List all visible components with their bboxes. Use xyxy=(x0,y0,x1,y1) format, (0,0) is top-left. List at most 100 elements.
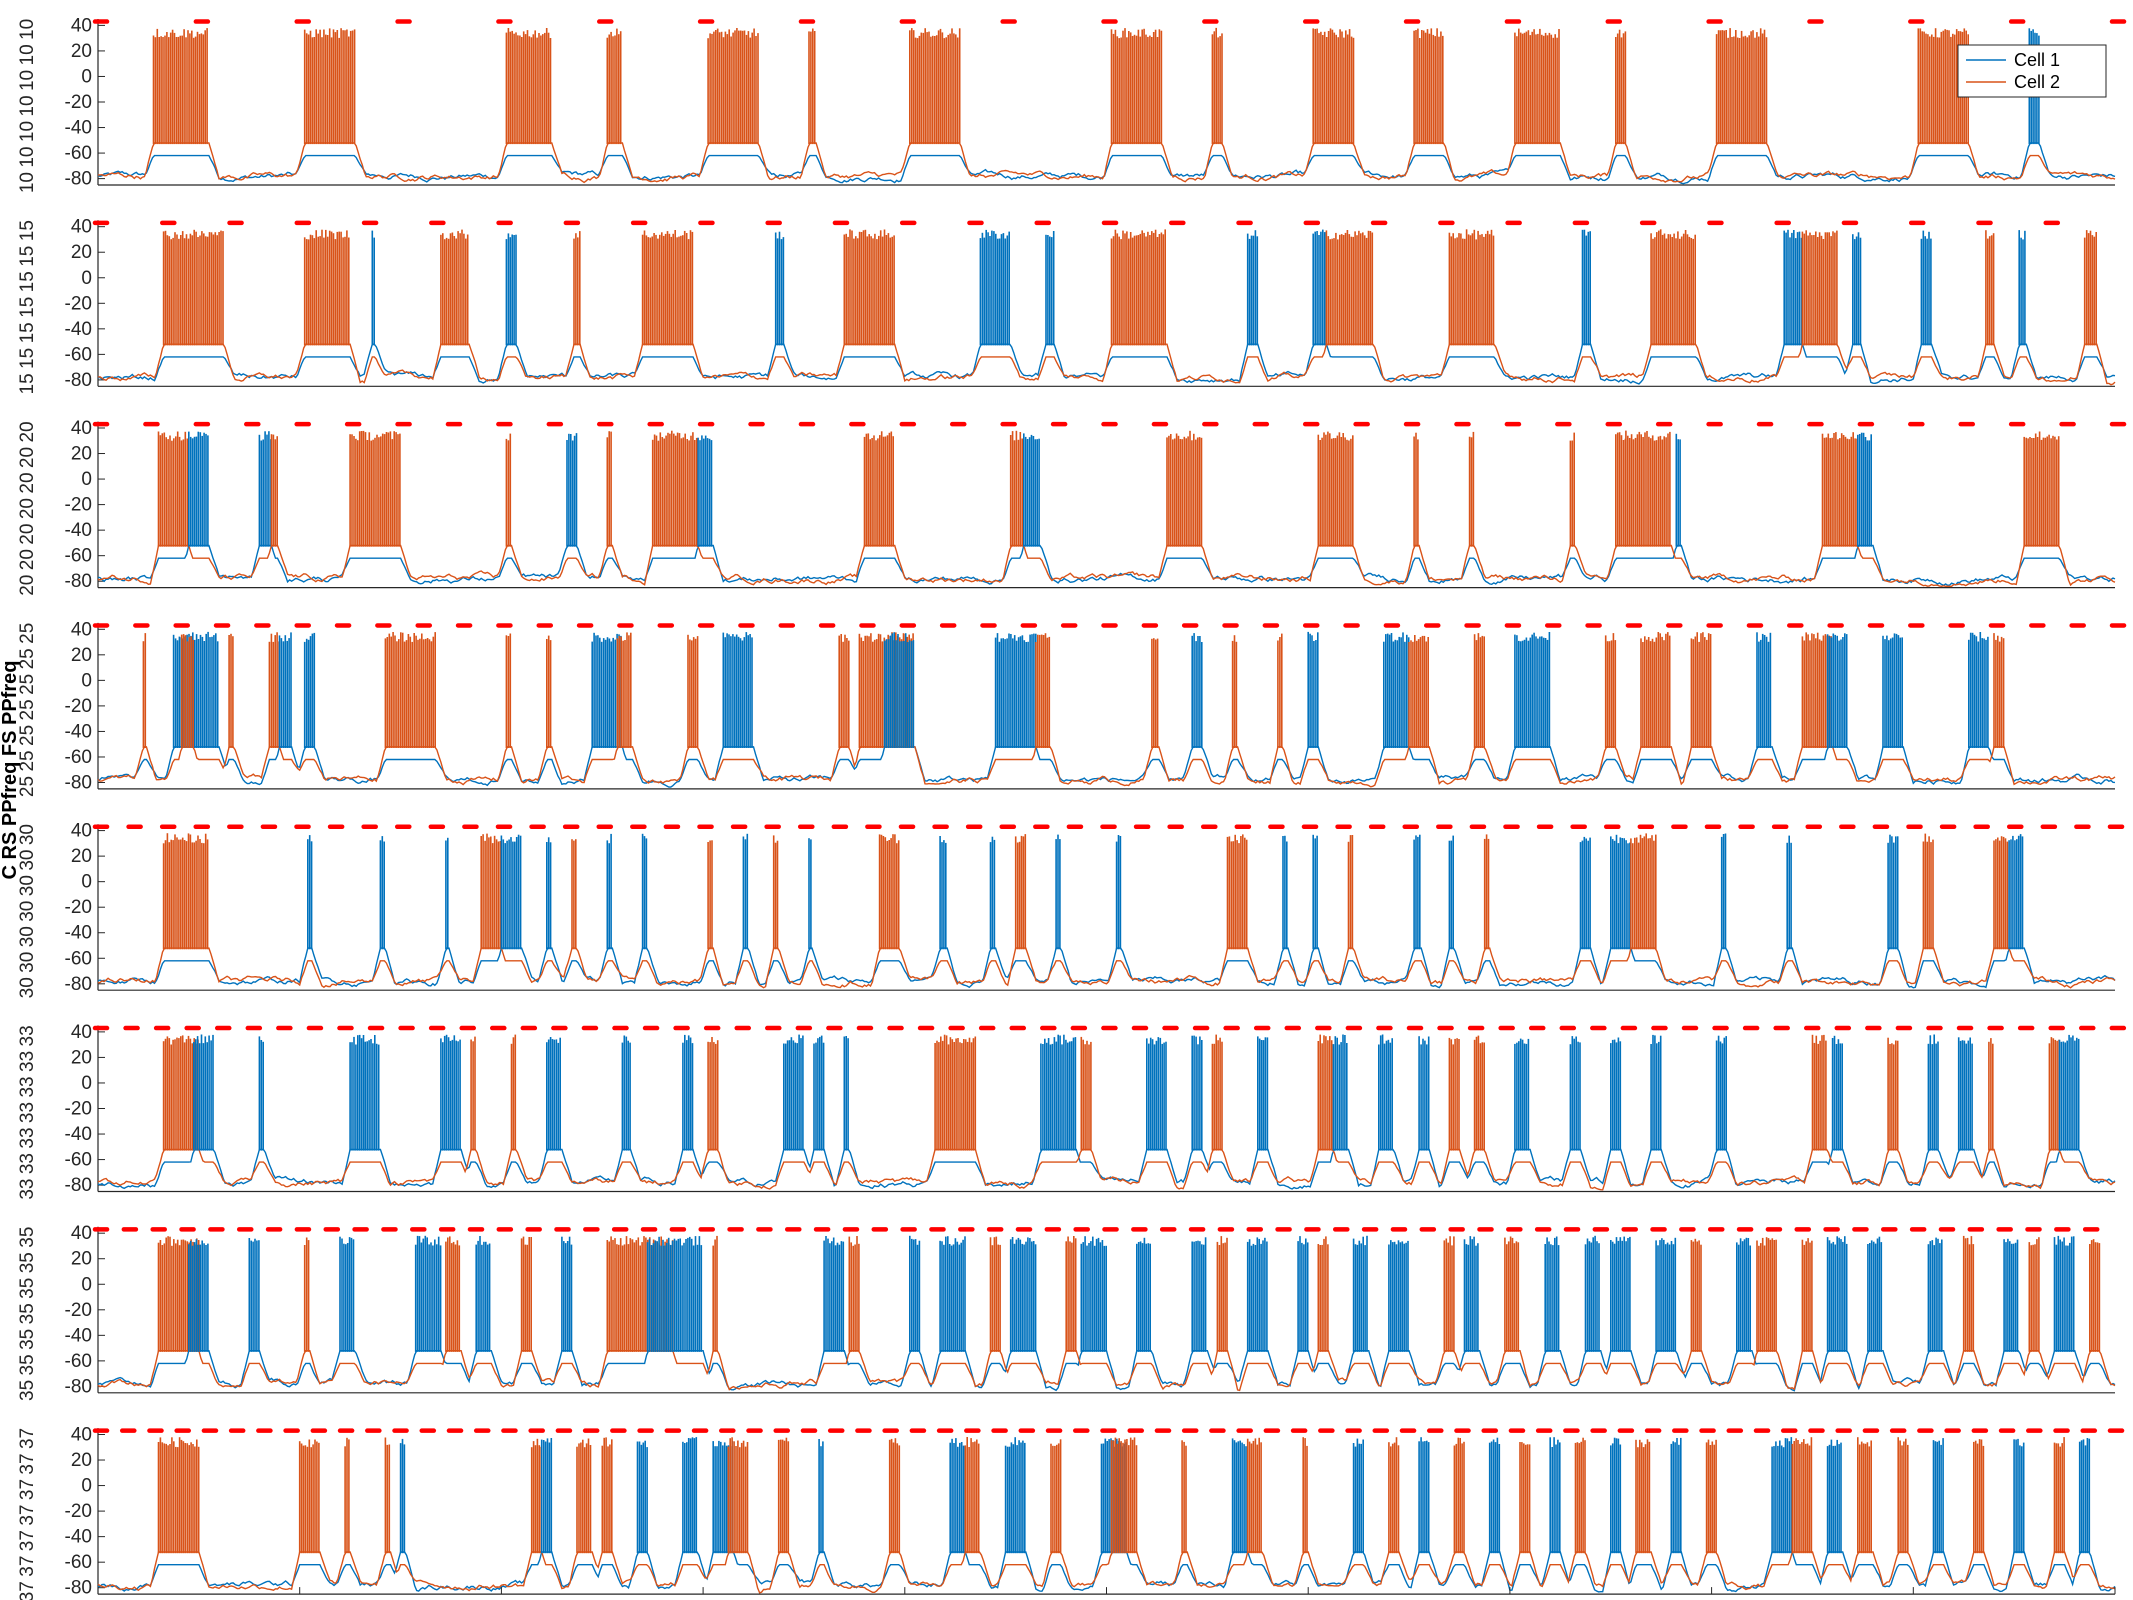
burst-cell-1 xyxy=(445,837,449,950)
y-tick-label: -40 xyxy=(65,520,92,541)
burst-cell-1 xyxy=(1055,834,1061,950)
y-tick-label: 40 xyxy=(71,1223,92,1244)
trace-cell-2-baseline xyxy=(97,343,2116,386)
y-tick-label: 40 xyxy=(71,821,92,842)
row-label: 33 xyxy=(17,1025,38,1046)
y-tick-label: -60 xyxy=(65,1351,92,1372)
y-tick-label: -60 xyxy=(65,143,92,164)
row-label: 37 xyxy=(17,1428,38,1449)
burst-cell-2 xyxy=(520,1236,533,1352)
row-label: 35 xyxy=(17,1380,38,1401)
burst-cell-1 xyxy=(1826,1439,1842,1554)
burst-cell-1 xyxy=(188,431,209,547)
burst-cell-2 xyxy=(228,633,234,748)
y-tick-label: 0 xyxy=(81,670,92,691)
burst-cell-2 xyxy=(1988,1038,1994,1151)
y-tick-label: 40 xyxy=(71,15,92,36)
burst-cell-2 xyxy=(384,632,437,748)
row-label: 37 xyxy=(17,1556,38,1577)
burst-cell-2 xyxy=(1448,1037,1460,1151)
burst-cell-2 xyxy=(777,1437,790,1554)
burst-cell-1 xyxy=(1670,1437,1682,1554)
burst-cell-1 xyxy=(1448,835,1454,950)
burst-cell-2 xyxy=(303,229,350,346)
burst-cell-1 xyxy=(2053,1235,2075,1352)
burst-cell-2 xyxy=(270,434,279,547)
burst-cell-2 xyxy=(1317,431,1354,547)
burst-cell-1 xyxy=(1579,836,1591,950)
row-label: 10 xyxy=(17,121,38,142)
burst-cell-1 xyxy=(1418,1036,1430,1151)
burst-cell-2 xyxy=(1014,834,1027,950)
row-label: 35 xyxy=(17,1329,38,1350)
burst-cell-1 xyxy=(1932,1438,1944,1554)
burst-cell-1 xyxy=(2078,1438,2091,1554)
burst-cell-1 xyxy=(1826,1236,1848,1352)
burst-cell-2 xyxy=(606,431,612,547)
burst-cell-1 xyxy=(1022,433,1040,547)
row-label: 30 xyxy=(17,901,38,922)
burst-cell-2 xyxy=(1246,1437,1262,1554)
trace-cell-2-baseline xyxy=(97,142,2116,184)
burst-cell-2 xyxy=(1993,836,2009,950)
burst-cell-1 xyxy=(1009,1237,1037,1352)
burst-cell-2 xyxy=(1080,1036,1092,1151)
burst-cell-1 xyxy=(1246,230,1259,346)
burst-cell-2 xyxy=(1413,28,1444,145)
burst-cell-1 xyxy=(908,1235,921,1352)
burst-cell-1 xyxy=(1413,834,1421,950)
y-tick-label: 0 xyxy=(81,1476,92,1497)
burst-cell-2 xyxy=(1574,1437,1586,1554)
row-label: 25 xyxy=(17,674,38,695)
burst-cell-2 xyxy=(162,833,209,950)
burst-cell-1 xyxy=(1927,1034,1939,1151)
burst-cell-2 xyxy=(1211,27,1223,145)
burst-cell-1 xyxy=(1383,632,1410,748)
y-tick-label: 20 xyxy=(71,846,92,867)
burst-cell-1 xyxy=(939,836,947,950)
row-label: 15 xyxy=(17,348,38,369)
burst-cell-2 xyxy=(863,431,895,547)
row-label: 30 xyxy=(17,952,38,973)
burst-cell-2 xyxy=(1650,229,1696,346)
burst-cell-1 xyxy=(1857,432,1872,547)
burst-cell-2 xyxy=(1050,1439,1062,1554)
burst-cell-1 xyxy=(505,233,517,346)
legend-label: Cell 2 xyxy=(2014,72,2060,92)
burst-cell-1 xyxy=(540,1438,553,1554)
burst-cell-2 xyxy=(1801,230,1838,346)
burst-cell-1 xyxy=(1191,1035,1203,1151)
row-label: 37 xyxy=(17,1505,38,1526)
burst-cell-2 xyxy=(601,1437,613,1554)
burst-cell-2 xyxy=(1009,430,1024,547)
burst-cell-2 xyxy=(888,1438,901,1554)
burst-cell-1 xyxy=(1968,632,1989,748)
burst-cell-2 xyxy=(989,1236,1001,1352)
row-label: 15 xyxy=(17,246,38,267)
burst-cell-2 xyxy=(1448,229,1495,346)
burst-cell-1 xyxy=(636,1440,648,1554)
burst-cell-2 xyxy=(505,433,512,547)
burst-cell-1 xyxy=(621,1035,631,1151)
burst-cell-1 xyxy=(193,1034,214,1151)
row-label: 10 xyxy=(17,70,38,91)
burst-cell-2 xyxy=(298,1439,320,1554)
burst-cell-2 xyxy=(1801,1238,1813,1352)
burst-cell-1 xyxy=(258,431,272,547)
row-label: 25 xyxy=(17,725,38,746)
burst-cell-1 xyxy=(1418,1437,1430,1554)
burst-cell-2 xyxy=(2083,230,2097,346)
burst-cell-1 xyxy=(561,1236,573,1352)
burst-cell-1 xyxy=(545,837,552,950)
burst-cell-1 xyxy=(1004,1437,1026,1554)
trace-cell-2-baseline xyxy=(97,947,2116,989)
y-tick-label: -20 xyxy=(65,495,92,516)
burst-cell-1 xyxy=(1920,230,1932,346)
y-tick-label: 20 xyxy=(71,1047,92,1068)
burst-cell-2 xyxy=(1181,1440,1187,1554)
burst-cell-1 xyxy=(1146,1037,1167,1151)
burst-cell-1 xyxy=(1887,834,1899,950)
y-tick-label: -60 xyxy=(65,1552,92,1573)
burst-cell-2 xyxy=(712,1235,718,1352)
burst-cell-2 xyxy=(303,28,356,145)
